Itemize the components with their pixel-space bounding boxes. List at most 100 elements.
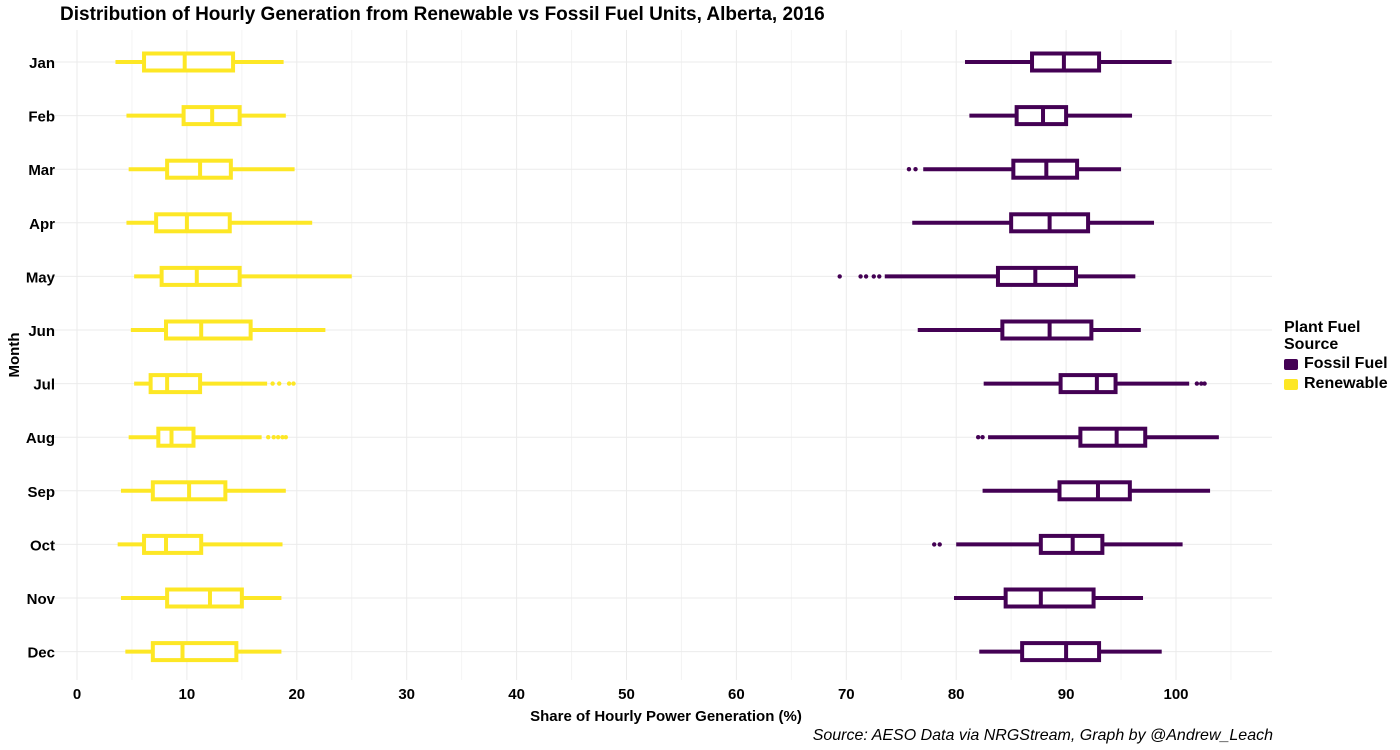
box-iqr — [1078, 426, 1148, 448]
legend-label-renewable: Renewable — [1304, 375, 1388, 392]
legend-item-fossil-fuel: Fossil Fuel — [1284, 355, 1388, 373]
outlier-point — [291, 381, 296, 386]
box-fossil-fuel-mar — [906, 158, 1122, 180]
x-tick-label: 20 — [288, 686, 305, 703]
legend-item-renewable: Renewable — [1284, 375, 1388, 393]
legend-swatch-fossil-fuel — [1284, 358, 1298, 370]
outlier-point — [837, 274, 842, 279]
box-renewable-mar — [128, 158, 295, 180]
legend-title: Plant Fuel Source — [1284, 319, 1361, 353]
outlier-point — [980, 435, 985, 440]
y-tick-label: May — [26, 269, 56, 286]
outlier-point — [877, 274, 882, 279]
box-iqr — [142, 533, 204, 555]
box-renewable-jul — [134, 373, 296, 395]
box-iqr — [1020, 641, 1102, 663]
x-tick-label: 40 — [508, 686, 525, 703]
y-tick-label: Aug — [26, 430, 55, 447]
x-tick-label: 80 — [948, 686, 965, 703]
box-iqr — [1000, 319, 1094, 341]
x-tick-label: 30 — [398, 686, 415, 703]
y-axis-title: Month — [6, 333, 23, 378]
box-fossil-fuel-sep — [982, 480, 1211, 502]
y-tick-label: Jul — [33, 377, 55, 394]
y-tick-label: Jan — [29, 55, 55, 72]
box-plots — [115, 51, 1219, 663]
x-tick-label: 90 — [1058, 686, 1075, 703]
y-tick-label: Mar — [28, 162, 55, 179]
box-iqr — [148, 373, 203, 395]
x-tick-label: 50 — [618, 686, 635, 703]
box-fossil-fuel-aug — [975, 426, 1219, 448]
outlier-point — [286, 381, 292, 386]
outlier-point — [1202, 381, 1207, 386]
box-iqr — [156, 426, 196, 448]
box-renewable-nov — [120, 587, 282, 609]
outlier-point — [283, 435, 289, 440]
y-tick-label: Feb — [28, 109, 55, 126]
y-tick-label: Nov — [27, 591, 56, 608]
box-iqr — [1003, 587, 1096, 609]
box-iqr — [142, 51, 236, 73]
box-fossil-fuel-dec — [979, 641, 1162, 663]
y-tick-label: Sep — [27, 484, 55, 501]
box-renewable-aug — [128, 426, 289, 448]
box-renewable-dec — [125, 641, 282, 663]
chart-title: Distribution of Hourly Generation from R… — [60, 4, 825, 25]
outlier-point — [271, 435, 276, 440]
x-tick-label: 0 — [73, 686, 81, 703]
y-tick-label: Jun — [28, 323, 55, 340]
x-axis-title: Share of Hourly Power Generation (%) — [530, 708, 802, 725]
outlier-point — [906, 167, 912, 172]
legend-swatch-renewable — [1284, 378, 1298, 390]
box-fossil-fuel-apr — [912, 212, 1155, 234]
box-fossil-fuel-oct — [932, 533, 1183, 555]
box-iqr — [1057, 480, 1132, 502]
box-fossil-fuel-jun — [917, 319, 1141, 341]
outlier-point — [932, 542, 937, 547]
grid-lines — [45, 30, 1272, 680]
chart-caption: Source: AESO Data via NRGStream, Graph b… — [812, 727, 1273, 744]
outlier-point — [863, 274, 869, 279]
box-fossil-fuel-feb — [969, 105, 1133, 127]
y-tick-label: Dec — [27, 645, 55, 662]
box-renewable-sep — [120, 480, 286, 502]
y-tick-label: Apr — [29, 216, 55, 233]
outlier-point — [858, 274, 863, 279]
outlier-point — [275, 435, 281, 440]
box-renewable-jun — [130, 319, 326, 341]
x-tick-label: 60 — [728, 686, 745, 703]
box-iqr — [150, 641, 239, 663]
outlier-point — [280, 435, 285, 440]
x-tick-label: 100 — [1163, 686, 1188, 703]
box-fossil-fuel-jul — [983, 373, 1207, 395]
x-tick-label: 70 — [838, 686, 855, 703]
box-fossil-fuel-jan — [964, 51, 1172, 73]
outlier-point — [975, 435, 981, 440]
box-iqr — [164, 319, 253, 341]
box-iqr — [159, 265, 242, 287]
y-axis-ticks: Jan Feb Mar Apr May Jun Jul Aug Sep Oct Nov Dec — [26, 55, 56, 662]
box-fossil-fuel-may — [837, 265, 1136, 287]
box-renewable-feb — [126, 105, 286, 127]
box-iqr — [165, 587, 244, 609]
outlier-point — [270, 381, 275, 386]
box-iqr — [154, 212, 232, 234]
y-tick-label: Oct — [30, 537, 55, 554]
legend: Plant Fuel Source Fossil Fuel Renewable — [1284, 319, 1388, 393]
legend-label-fossil-fuel: Fossil Fuel — [1304, 355, 1388, 372]
box-iqr — [1058, 373, 1118, 395]
outlier-point — [1194, 381, 1200, 386]
outlier-point — [277, 381, 282, 386]
outlier-point — [1199, 381, 1204, 386]
outlier-point — [266, 435, 271, 440]
outlier-point — [871, 274, 876, 279]
box-renewable-jan — [115, 51, 284, 73]
outlier-point — [937, 542, 942, 547]
box-fossil-fuel-nov — [954, 587, 1144, 609]
x-tick-label: 10 — [179, 686, 196, 703]
box-renewable-apr — [126, 212, 313, 234]
outlier-point — [913, 167, 918, 172]
box-renewable-oct — [117, 533, 283, 555]
